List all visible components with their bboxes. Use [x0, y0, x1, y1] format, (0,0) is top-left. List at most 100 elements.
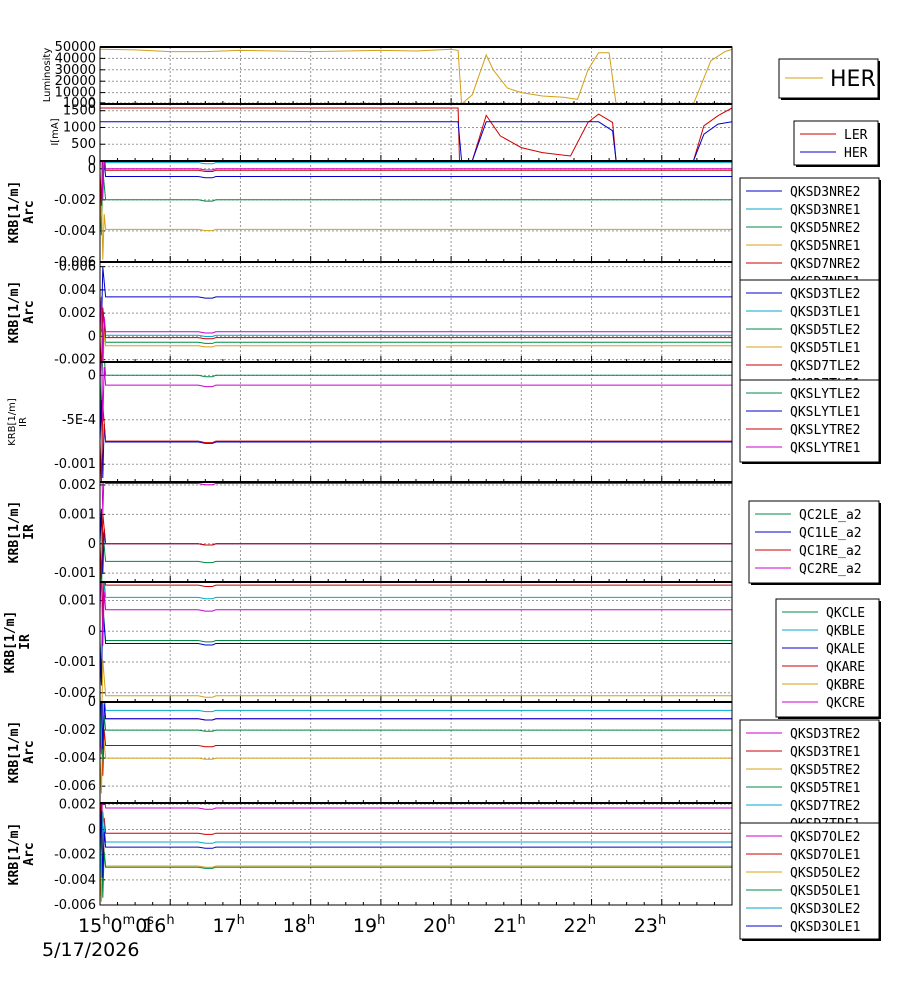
series-line-qksd3ole1 [100, 811, 732, 878]
y-tick-label: 0 [88, 822, 96, 837]
legend-entry: QKSD7OLE1 [790, 848, 860, 863]
legend-box [739, 279, 880, 391]
legend-entry: QKSD3TLE1 [790, 305, 860, 320]
legend-entry: QKBLE [826, 624, 865, 639]
y-axis-label-text: KRB[1/m]Arc [7, 181, 37, 244]
y-tick-label: 50000 [55, 40, 96, 55]
series-line-ler [100, 107, 732, 161]
y-tick-label: 0.006 [59, 260, 96, 275]
series-line-qksd3tre2 [100, 702, 732, 755]
legend: HER [778, 58, 880, 100]
series-line-qksd7nre2 [100, 161, 732, 206]
y-tick-label: 0 [88, 695, 96, 710]
panel-frame [99, 46, 733, 105]
panel-8: -0.006-0.004-0.0020KRB[1/m]ArcQKSD3TRE2Q… [7, 695, 881, 832]
y-tick-label: 0.002 [59, 797, 96, 812]
legend-entry: QKSLYTLE1 [790, 405, 860, 420]
legend-box [739, 379, 880, 463]
y-axis-label: KRB[1/m]Arc [7, 281, 37, 344]
y-tick-label: 0 [88, 162, 96, 177]
legend-entry: QKSD7TLE2 [790, 359, 860, 374]
y-tick-label: -0.002 [54, 723, 96, 738]
series-line-qksd3ole2 [100, 811, 732, 878]
legend-entry: QKSD3OLE1 [790, 920, 860, 935]
y-axis-label: I[mA] [50, 118, 61, 145]
legend: QC2LE_a2 QC1LE_a2 QC1RE_a2 QC2RE_a2 [748, 500, 881, 585]
y-tick-label: -0.006 [54, 898, 96, 913]
legend-entry: QKSD5TLE1 [790, 341, 860, 356]
y-tick-label: -0.001 [54, 655, 96, 670]
legend-entry: QKALE [826, 642, 865, 657]
y-tick-label: 0.002 [59, 306, 96, 321]
series-line-qksd3tle2 [100, 266, 732, 332]
legend-entry: QKSD3NRE2 [790, 185, 860, 200]
y-tick-label: -0.006 [54, 779, 96, 794]
y-tick-label: 0 [88, 154, 96, 169]
y-tick-label: -0.001 [54, 566, 96, 581]
y-axis-label-text: I[mA] [50, 118, 61, 145]
legend-entry: QKSD5TRE1 [790, 781, 860, 796]
y-tick-label: 0 [88, 329, 96, 344]
legend-entry: QKCRE [826, 696, 865, 711]
y-tick-label: -0.002 [54, 193, 96, 208]
legend-entry: QKSD5OLE2 [790, 866, 860, 881]
series-line-qkslytre1 [100, 362, 732, 422]
legend-entry: LER [844, 128, 868, 143]
series-group [100, 582, 732, 702]
y-tick-label: 10000 [55, 86, 96, 101]
x-tick-label: 18h [283, 913, 315, 937]
y-axis-label-text: KRB[1/m]Arc [7, 281, 37, 344]
y-tick-label: 0 [88, 97, 96, 112]
panel-9: -0.006 -0.004 -0.002 0 0.002 KRB[1/m]Arc QKSD7… [7, 797, 881, 941]
series-group [100, 48, 732, 104]
legend-entry: QKSD5OLE1 [790, 884, 860, 899]
y-axis-label-text: KRB[1/m]Arc [7, 823, 37, 886]
series-line-qksd3tre1 [100, 710, 732, 776]
legend-entry: QKSD7TRE2 [790, 799, 860, 814]
y-tick-label: 20000 [55, 74, 96, 89]
y-tick-label: 30000 [55, 63, 96, 78]
legend: QKSD3TLE2 QKSD3TLE1 QKSD5TLE2 QKSD5TLE1 QKSD… [739, 279, 881, 392]
legend-entry: HER [830, 67, 876, 92]
series-group [100, 803, 732, 902]
series-line-qkslytre2 [100, 405, 732, 482]
y-axis-label-text: KRB[1/m]IR [3, 611, 33, 674]
legend-box [748, 500, 880, 584]
legend-box [793, 120, 879, 166]
panel-frame [99, 103, 733, 162]
y-axis-label: KRB[1/m]Arc [7, 181, 37, 244]
legend-entry: QKSD3TLE2 [790, 287, 860, 302]
x-tick-label: 23h [634, 913, 666, 937]
series-line-qksd7ole2 [100, 803, 732, 844]
x-tick-label: 21h [493, 913, 525, 937]
legend-entry: QKCLE [826, 606, 865, 621]
legend-entry: QC1RE_a2 [799, 544, 862, 559]
series-line-qkslytle1 [100, 399, 732, 479]
legend-entry: QKSLYTLE2 [790, 387, 860, 402]
y-tick-label: -0.004 [54, 873, 96, 888]
legend-entry: QC2LE_a2 [799, 508, 862, 523]
series-line-qksd5ole1 [100, 831, 732, 898]
x-tick-label: 17h [212, 913, 244, 937]
legend: QKSD7OLE2 QKSD7OLE1 QKSD5OLE2 QKSD5OLE1 QKSD… [739, 822, 881, 941]
y-tick-label: 1000 [63, 120, 96, 135]
y-tick-label: -0.002 [54, 848, 96, 863]
x-tick-label: 20h [423, 913, 455, 937]
y-axis-label-text: KRB[1/m]IR [7, 398, 29, 446]
legend: LER HER [793, 120, 880, 167]
series-line-qksd5nre1 [100, 193, 732, 260]
legend: QKSD3TRE2 QKSD3TRE1 QKSD5TRE2 QKSD5TRE1 QKSD… [739, 719, 881, 832]
legend-entry: HER [844, 146, 868, 161]
series-line-qksd7tre1 [100, 702, 732, 750]
legend-entry: QKSD3OLE2 [790, 902, 860, 917]
y-tick-label: 0.001 [59, 593, 96, 608]
series-line-qkble [100, 582, 732, 634]
series-line-qksd3tle1 [100, 300, 732, 362]
panel-1: 010001000020000300004000050000Luminosity… [42, 40, 880, 112]
y-axis-label-text: Luminosity [42, 48, 53, 103]
series-line-qksd5ole2 [100, 835, 732, 902]
y-tick-label: 1500 [63, 104, 96, 119]
legend-entry: QKSD7NRE2 [790, 257, 860, 272]
